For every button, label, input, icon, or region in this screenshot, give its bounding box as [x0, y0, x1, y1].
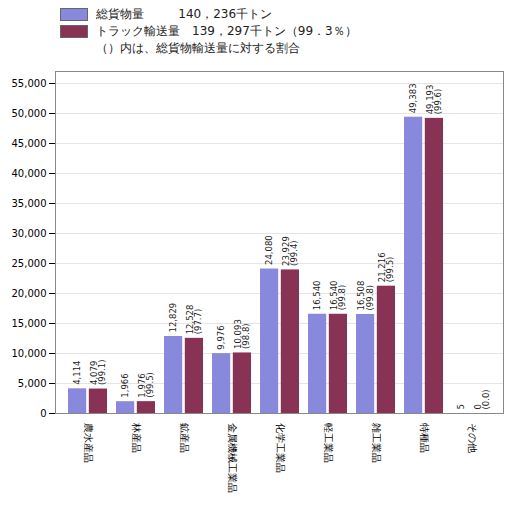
- svg-text:林産品: 林産品: [131, 422, 142, 453]
- svg-text:16,540: 16,540: [312, 281, 322, 311]
- svg-text:農水産品: 農水産品: [83, 423, 94, 463]
- svg-text:5,000: 5,000: [18, 378, 47, 389]
- svg-text:12,528(97.7): 12,528(97.7): [185, 305, 204, 335]
- svg-text:49,193(99.6): 49,193(99.6): [425, 85, 444, 115]
- svg-text:0: 0: [40, 408, 46, 419]
- svg-text:16,508(99.8): 16,508(99.8): [356, 281, 375, 311]
- svg-text:その他: その他: [467, 423, 478, 453]
- svg-text:1,976(99.5): 1,976(99.5): [137, 372, 156, 398]
- svg-text:4,079(99.1): 4,079(99.1): [89, 359, 108, 385]
- svg-text:軽工業品: 軽工業品: [323, 423, 334, 463]
- svg-text:特種品: 特種品: [419, 423, 430, 453]
- svg-text:23,929(99.4): 23,929(99.4): [281, 236, 300, 266]
- svg-text:雑工業品: 雑工業品: [371, 423, 382, 463]
- svg-text:24,080: 24,080: [264, 235, 274, 265]
- svg-text:45,000: 45,000: [12, 138, 47, 149]
- svg-text:金属機械工業品: 金属機械工業品: [227, 423, 238, 493]
- svg-text:30,000: 30,000: [12, 228, 47, 239]
- svg-text:4,114: 4,114: [72, 360, 82, 384]
- svg-text:15,000: 15,000: [12, 318, 47, 329]
- svg-text:9,976: 9,976: [216, 325, 226, 349]
- svg-text:20,000: 20,000: [12, 288, 47, 299]
- html-text:総貨物量 140，236千トン: 総貨物量 140，236千トン: [96, 7, 273, 21]
- svg-text:50,000: 50,000: [12, 108, 47, 119]
- svg-text:鉱産品: 鉱産品: [179, 423, 190, 453]
- html-text:トラック輸送量 139，297千トン（99．3％）: トラック輸送量 139，297千トン（99．3％）: [96, 24, 357, 38]
- svg-text:5: 5: [456, 404, 466, 409]
- html-text:（）内は、総貨物輸送量に対する割合: （）内は、総貨物輸送量に対する割合: [96, 41, 300, 55]
- svg-text:21,216(99.5): 21,216(99.5): [377, 252, 396, 282]
- svg-text:16,540(99.8): 16,540(99.8): [329, 281, 348, 311]
- svg-text:49,383: 49,383: [408, 83, 418, 113]
- svg-text:0(0.0): 0(0.0): [473, 389, 492, 409]
- svg-text:55,000: 55,000: [12, 78, 47, 89]
- svg-text:1,966: 1,966: [120, 373, 130, 397]
- svg-text:35,000: 35,000: [12, 198, 47, 209]
- svg-text:25,000: 25,000: [12, 258, 47, 269]
- svg-text:化学工業品: 化学工業品: [275, 423, 286, 473]
- svg-text:12,829: 12,829: [168, 303, 178, 333]
- svg-text:10,093(98.8): 10,093(98.8): [233, 319, 252, 349]
- svg-text:10,000: 10,000: [12, 348, 47, 359]
- svg-text:40,000: 40,000: [12, 168, 47, 179]
